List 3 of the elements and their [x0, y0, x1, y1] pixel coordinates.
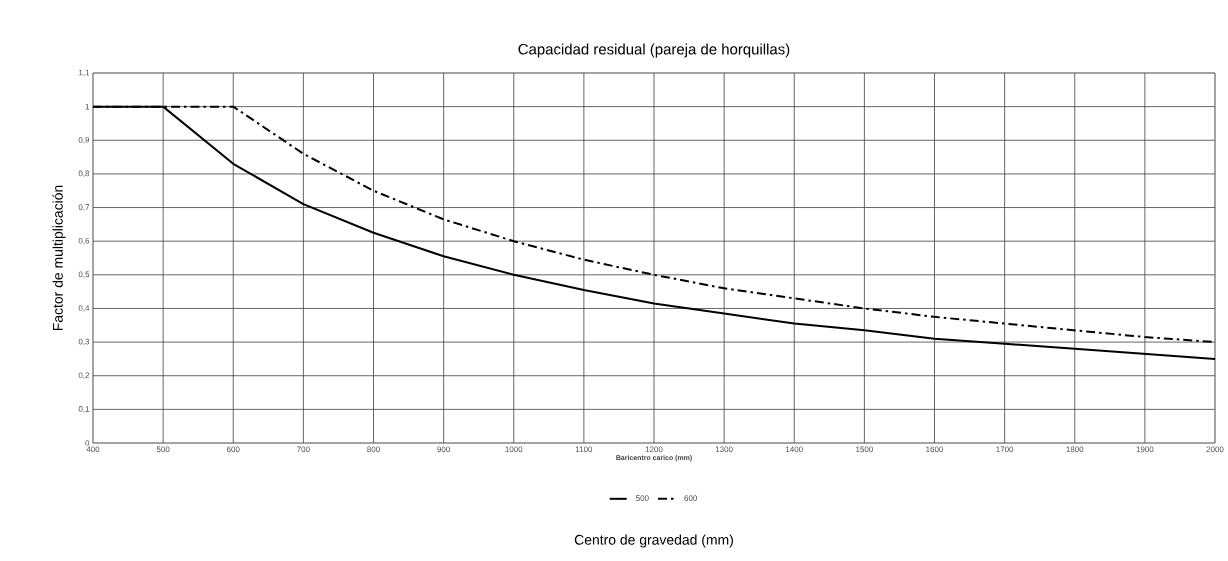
text: Centro de gravedad (mm)	[574, 534, 733, 548]
y-axis-title: Factor de multiplicación	[52, 185, 66, 331]
chart-title: Capacidad residual (pareja de horquillas)	[518, 43, 790, 58]
